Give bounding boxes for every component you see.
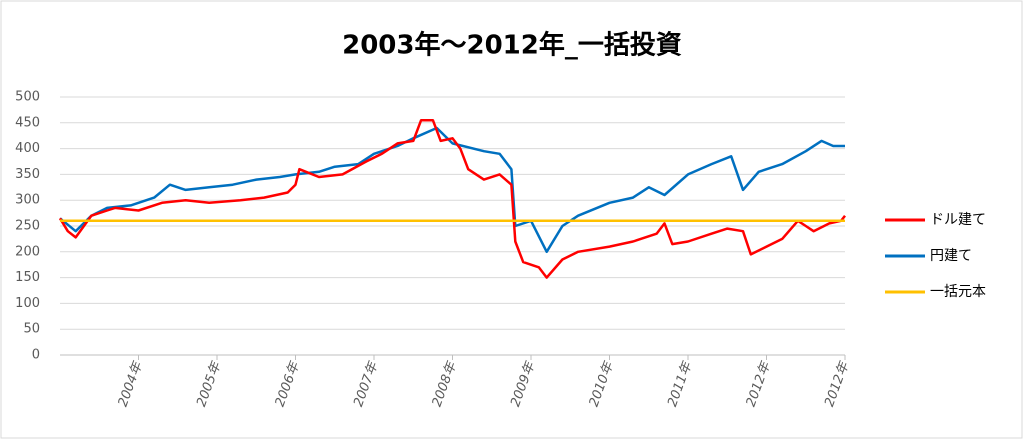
legend-label: 一括元本 [930,284,986,300]
legend-label: ドル建て [930,212,986,228]
chart-title: 2003年～2012年_一括投資 [342,30,682,61]
y-tick-label: 200 [15,244,40,259]
y-tick-label: 250 [15,219,40,234]
y-tick-label: 0 [32,348,40,363]
y-tick-label: 300 [15,193,40,208]
y-tick-label: 400 [15,141,40,156]
y-tick-label: 100 [15,296,40,311]
y-tick-label: 500 [15,90,40,105]
y-tick-label: 350 [15,167,40,182]
series-line [58,118,846,279]
y-tick-label: 150 [15,270,40,285]
legend-label: 円建て [930,248,972,264]
y-tick-label: 50 [23,322,40,337]
series-line [59,126,845,254]
y-tick-label: 450 [15,115,40,130]
